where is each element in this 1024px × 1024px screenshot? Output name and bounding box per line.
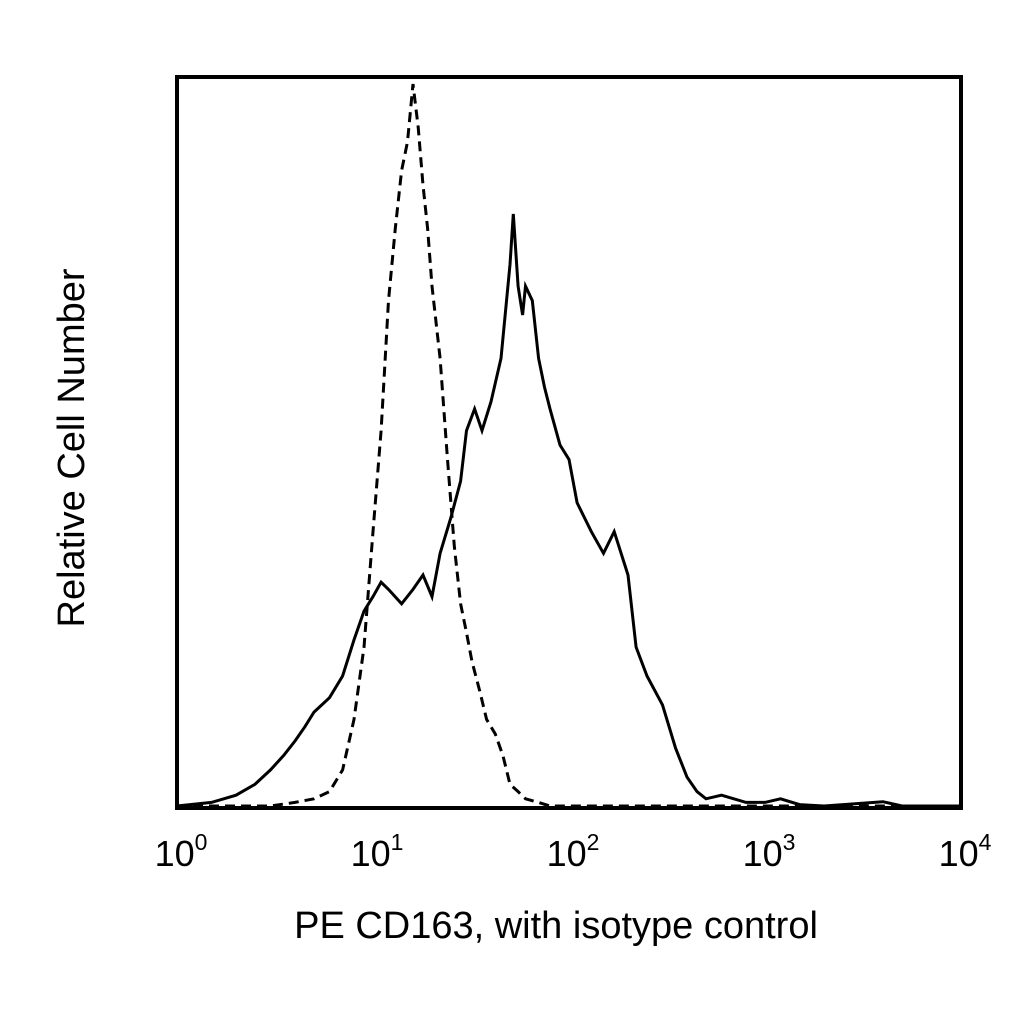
isotype-control-series (177, 83, 961, 808)
x-tick-exponent: 0 (195, 829, 208, 855)
x-tick-label: 101 (351, 829, 404, 874)
series-layer (176, 83, 961, 808)
x-tick-base: 10 (155, 833, 195, 874)
y-axis-label: Relative Cell Number (51, 268, 93, 627)
plot-frame (175, 75, 963, 810)
x-tick-label: 102 (547, 829, 600, 874)
x-tick-exponent: 3 (783, 829, 796, 855)
x-tick-label: 103 (743, 829, 796, 874)
x-tick-base: 10 (743, 833, 783, 874)
x-tick-label: 104 (939, 829, 992, 874)
x-tick-base: 10 (547, 833, 587, 874)
x-tick-exponent: 4 (979, 829, 992, 855)
cd163-series (176, 213, 961, 808)
x-tick-label: 100 (155, 829, 208, 874)
x-tick-base: 10 (351, 833, 391, 874)
x-tick-exponent: 1 (391, 829, 404, 855)
x-tick-base: 10 (939, 833, 979, 874)
x-axis-label: PE CD163, with isotype control (294, 905, 818, 947)
x-tick-labels: 100 101 102 103 104 (155, 829, 992, 874)
x-tick-exponent: 2 (587, 829, 600, 855)
